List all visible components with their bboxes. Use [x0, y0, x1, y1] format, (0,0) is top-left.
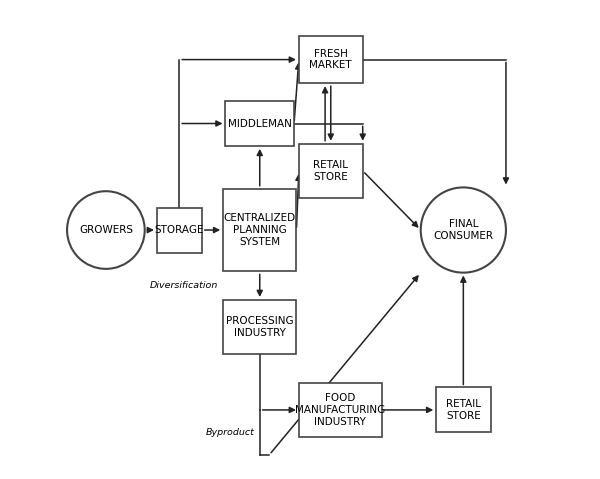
Circle shape: [67, 191, 145, 269]
Text: FINAL
CONSUMER: FINAL CONSUMER: [433, 219, 493, 241]
Text: PROCESSING
INDUSTRY: PROCESSING INDUSTRY: [226, 316, 293, 338]
FancyBboxPatch shape: [299, 383, 382, 437]
Text: CENTRALIZED
PLANNING
SYSTEM: CENTRALIZED PLANNING SYSTEM: [224, 214, 296, 247]
FancyBboxPatch shape: [436, 388, 491, 433]
Text: RETAIL
STORE: RETAIL STORE: [446, 399, 481, 421]
Circle shape: [421, 187, 506, 273]
Text: FRESH
MARKET: FRESH MARKET: [310, 49, 352, 70]
FancyBboxPatch shape: [157, 207, 202, 252]
FancyBboxPatch shape: [226, 101, 294, 146]
FancyBboxPatch shape: [223, 300, 296, 354]
Text: STORAGE: STORAGE: [155, 225, 204, 235]
Text: GROWERS: GROWERS: [79, 225, 133, 235]
FancyBboxPatch shape: [223, 189, 296, 272]
Text: Diversification: Diversification: [150, 281, 218, 290]
Text: MIDDLEMAN: MIDDLEMAN: [228, 118, 292, 128]
FancyBboxPatch shape: [299, 144, 363, 198]
Text: RETAIL
STORE: RETAIL STORE: [313, 160, 348, 182]
Text: FOOD
MANUFACTURING
INDUSTRY: FOOD MANUFACTURING INDUSTRY: [295, 393, 385, 426]
Text: Byproduct: Byproduct: [206, 428, 255, 437]
FancyBboxPatch shape: [299, 36, 363, 83]
